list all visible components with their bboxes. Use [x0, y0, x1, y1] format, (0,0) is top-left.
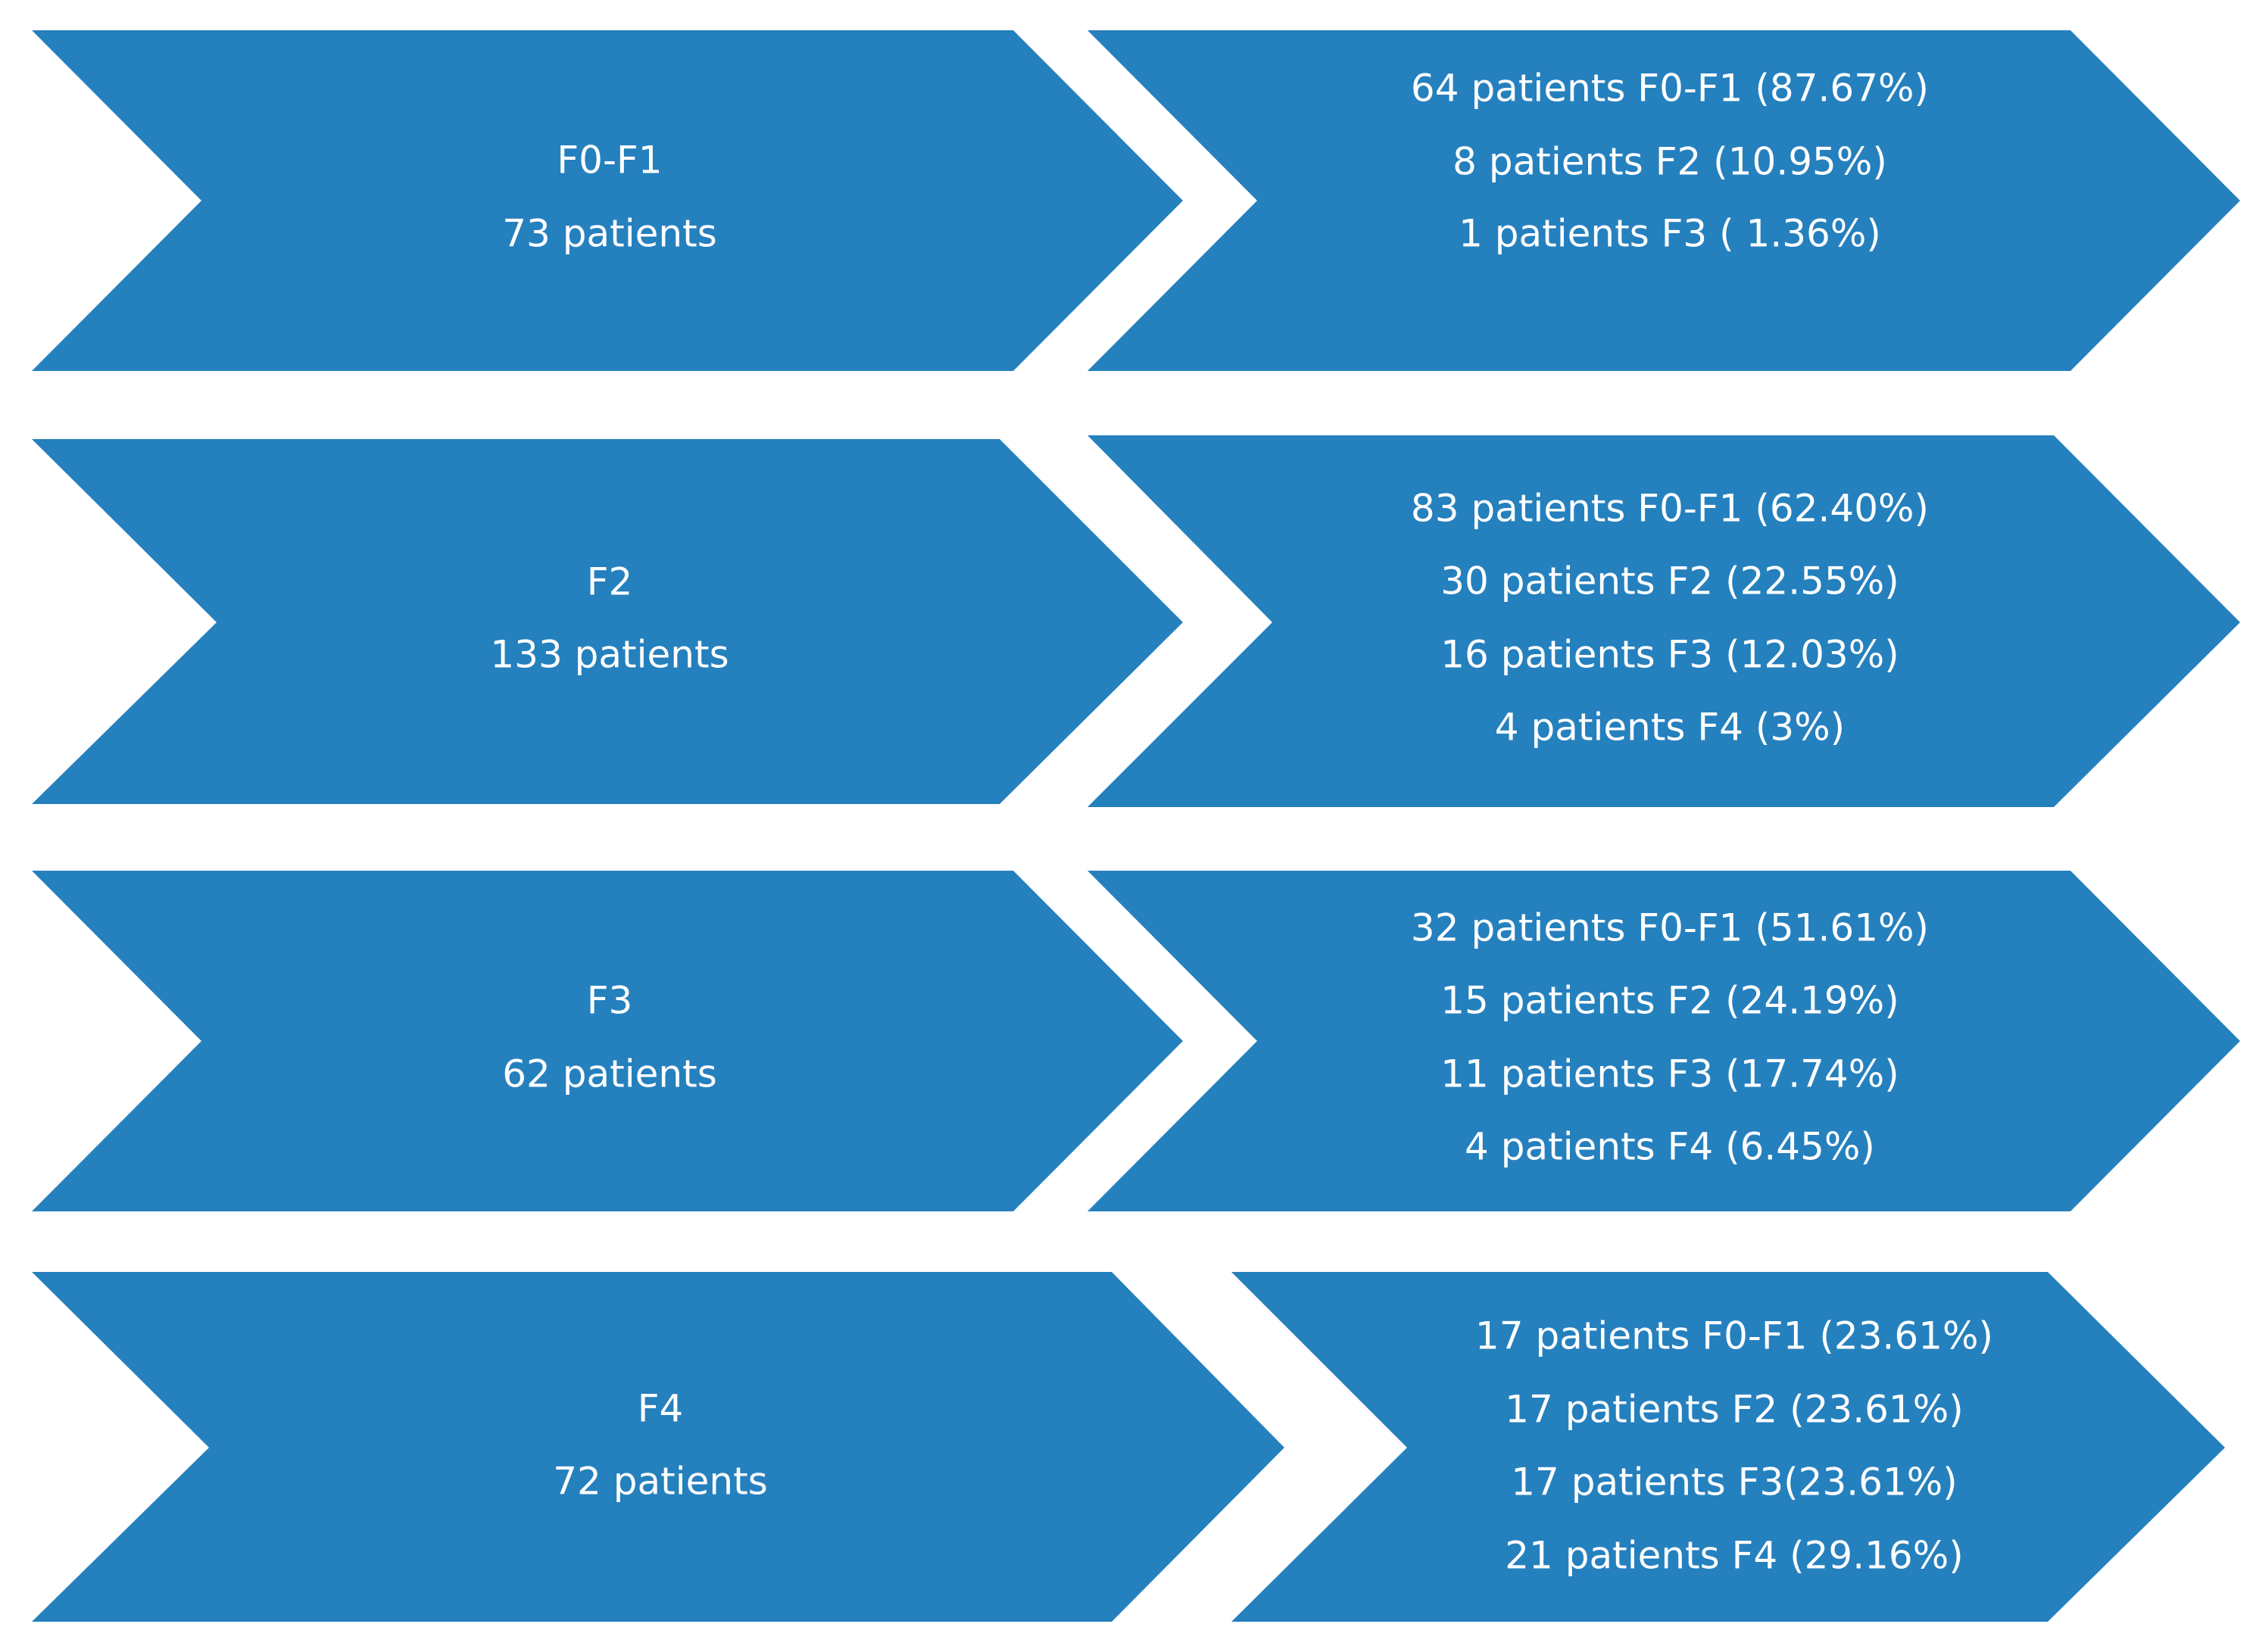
- row-1: F0-F1 73 patients 64 patients F0-F1 (87.…: [32, 30, 2240, 371]
- row-2-source-label: F2: [587, 560, 633, 604]
- row-3: F3 62 patients 32 patients F0-F1 (51.61%…: [32, 871, 2240, 1211]
- row-4-outcome-line-2: 17 patients F2 (23.61%): [1505, 1388, 1964, 1432]
- row-4-outcome-chevron: [1231, 1272, 2225, 1622]
- row-3-source-label: F3: [587, 979, 633, 1023]
- row-4-source-chevron: [32, 1272, 1284, 1622]
- row-3-source-count: 62 patients: [502, 1052, 717, 1096]
- row-1-source-label: F0-F1: [557, 139, 662, 182]
- row-2-outcome-line-4: 4 patients F4 (3%): [1495, 706, 1845, 750]
- row-3-outcome-line-4: 4 patients F4 (6.45%): [1465, 1125, 1875, 1169]
- row-1-outcome-chevron: [1087, 30, 2240, 371]
- row-2-source-count: 133 patients: [490, 633, 729, 677]
- row-1-outcome-line-1: 64 patients F0-F1 (87.67%): [1411, 67, 1929, 111]
- row-3-outcome-line-2: 15 patients F2 (24.19%): [1440, 979, 1899, 1023]
- row-4-outcome-line-1: 17 patients F0-F1 (23.61%): [1475, 1314, 1993, 1358]
- row-2-outcome-line-3: 16 patients F3 (12.03%): [1440, 633, 1899, 677]
- row-1-source-chevron: [32, 30, 1183, 371]
- row-4-source-label: F4: [638, 1387, 684, 1431]
- row-4-outcome-line-4: 21 patients F4 (29.16%): [1505, 1534, 1964, 1578]
- row-1-source-count: 73 patients: [502, 212, 717, 256]
- row-2-source-chevron: [32, 439, 1183, 804]
- row-2: F2 133 patients 83 patients F0-F1 (62.40…: [32, 435, 2240, 807]
- row-3-source-chevron: [32, 871, 1183, 1211]
- row-1-outcome-line-2: 8 patients F2 (10.95%): [1453, 140, 1887, 184]
- row-2-outcome-chevron: [1087, 435, 2240, 807]
- row-1-outcome-line-3: 1 patients F3 ( 1.36%): [1459, 212, 1881, 256]
- row-4: F4 72 patients 17 patients F0-F1 (23.61%…: [32, 1272, 2225, 1622]
- row-2-outcome-line-1: 83 patients F0-F1 (62.40%): [1411, 487, 1929, 531]
- row-2-outcome-line-2: 30 patients F2 (22.55%): [1440, 559, 1899, 603]
- row-3-outcome-chevron: [1087, 871, 2240, 1211]
- row-3-outcome-line-1: 32 patients F0-F1 (51.61%): [1411, 906, 1929, 950]
- row-4-source-count: 72 patients: [553, 1460, 768, 1504]
- row-3-outcome-line-3: 11 patients F3 (17.74%): [1440, 1052, 1899, 1096]
- row-4-outcome-line-3: 17 patients F3(23.61%): [1511, 1460, 1958, 1504]
